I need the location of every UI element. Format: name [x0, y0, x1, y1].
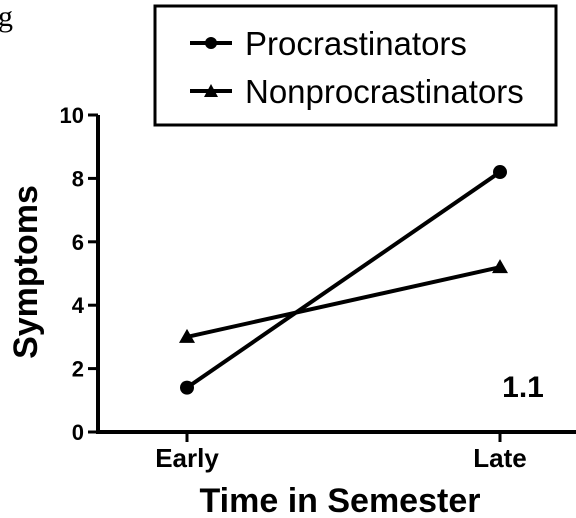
x-tick-label-late: Late	[473, 443, 526, 473]
y-tick-label-2: 2	[72, 357, 84, 382]
x-axis-title: Time in Semester	[200, 482, 481, 518]
data-point-nonprocrastinators-early	[179, 328, 195, 343]
series-layer	[179, 165, 508, 395]
y-tick-label-0: 0	[72, 420, 84, 445]
x-axis-ticks: Early Late	[155, 432, 527, 473]
y-axis-ticks: 0 2 4 6 8 10	[60, 103, 98, 445]
legend-label-procrastinators: Procrastinators	[245, 25, 467, 62]
y-tick-label-8: 8	[72, 166, 84, 191]
legend: Procrastinators Nonprocrastinators	[153, 4, 558, 127]
data-point-procrastinators-early	[180, 380, 194, 395]
y-tick-label-10: 10	[60, 103, 84, 128]
legend-marker-triangle	[204, 84, 218, 97]
data-point-nonprocrastinators-late	[492, 259, 508, 274]
y-axis-title: Symptoms	[7, 185, 45, 359]
series-line-nonprocrastinators	[186, 265, 501, 339]
series-line-procrastinators	[185, 170, 502, 390]
legend-marker-circle	[205, 37, 217, 49]
legend-label-nonprocrastinators: Nonprocrastinators	[245, 73, 524, 110]
y-tick-label-6: 6	[72, 230, 84, 255]
panel-annotation: 1.1	[502, 371, 544, 404]
data-point-procrastinators-late	[493, 165, 507, 180]
corner-text-fragment: g	[0, 0, 13, 33]
y-tick-label-4: 4	[72, 293, 85, 318]
legend-item-nonprocrastinators: Nonprocrastinators	[190, 73, 524, 110]
legend-box	[153, 4, 558, 127]
legend-item-procrastinators: Procrastinators	[190, 25, 467, 62]
x-tick-label-early: Early	[155, 443, 219, 473]
